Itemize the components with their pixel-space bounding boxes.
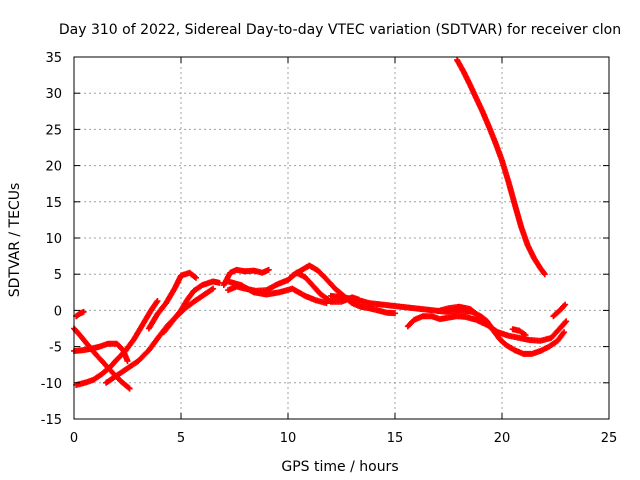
data-point xyxy=(125,384,132,391)
data-point xyxy=(562,301,569,308)
series-track-4 xyxy=(73,308,87,320)
data-point xyxy=(392,310,398,317)
data-point xyxy=(216,279,223,286)
x-axis-label: GPS time / hours xyxy=(281,459,398,475)
x-tick-label: 15 xyxy=(387,431,404,446)
y-tick-label: -15 xyxy=(41,413,62,428)
x-tick-label: 10 xyxy=(280,431,297,446)
series-track-15 xyxy=(509,326,529,339)
y-tick-label: 25 xyxy=(45,123,62,138)
data-point xyxy=(126,385,133,392)
y-tick-label: 0 xyxy=(54,304,62,319)
data-point xyxy=(265,266,272,273)
data-point xyxy=(563,318,570,325)
series-track-16 xyxy=(550,301,569,320)
y-tick-label: 5 xyxy=(54,268,62,283)
data-point xyxy=(541,271,548,278)
chart-title: Day 310 of 2022, Sidereal Day-to-day VTE… xyxy=(59,22,621,38)
data-point xyxy=(192,274,199,281)
data-point xyxy=(561,329,568,336)
data-point xyxy=(323,300,330,307)
y-tick-label: 20 xyxy=(45,160,62,175)
data-point xyxy=(191,273,198,280)
series-track-11 xyxy=(289,262,398,317)
x-tick-label: 20 xyxy=(494,431,511,446)
series-track-1 xyxy=(73,297,161,388)
chart-ticks: 0 5 10 15 20 25 -15 -10 -5 0 5 10 15 20 25 30 35 xyxy=(41,51,618,446)
chart-grid xyxy=(74,57,609,419)
series-track-17 xyxy=(454,56,548,278)
chart-series xyxy=(71,56,570,392)
series-track-6 xyxy=(145,269,199,332)
data-point xyxy=(208,286,215,293)
data-point xyxy=(210,285,217,292)
data-point xyxy=(153,299,160,306)
series-track-10 xyxy=(225,278,330,307)
data-point xyxy=(561,302,568,309)
data-point xyxy=(562,319,569,326)
series-track-3 xyxy=(71,340,131,365)
x-tick-label: 0 xyxy=(70,431,78,446)
y-tick-label: 10 xyxy=(45,232,62,247)
series-track-8 xyxy=(220,266,272,289)
data-point xyxy=(540,270,547,277)
data-point xyxy=(154,297,161,304)
series-track-14 xyxy=(434,303,493,328)
y-tick-label: 15 xyxy=(45,196,62,211)
series-track-13 xyxy=(404,313,570,344)
y-tick-label: -5 xyxy=(49,341,62,356)
y-tick-label: 35 xyxy=(45,51,62,66)
data-point xyxy=(124,358,131,365)
data-point xyxy=(486,321,493,328)
series-track-2 xyxy=(71,325,133,392)
x-tick-label: 25 xyxy=(601,431,618,446)
x-tick-label: 5 xyxy=(177,431,185,446)
y-axis-label: SDTVAR / TECUs xyxy=(7,183,23,298)
series-track-7 xyxy=(160,278,223,336)
y-tick-label: 30 xyxy=(45,87,62,102)
y-tick-label: -10 xyxy=(41,377,62,392)
data-point xyxy=(522,332,529,339)
data-point xyxy=(80,308,87,315)
